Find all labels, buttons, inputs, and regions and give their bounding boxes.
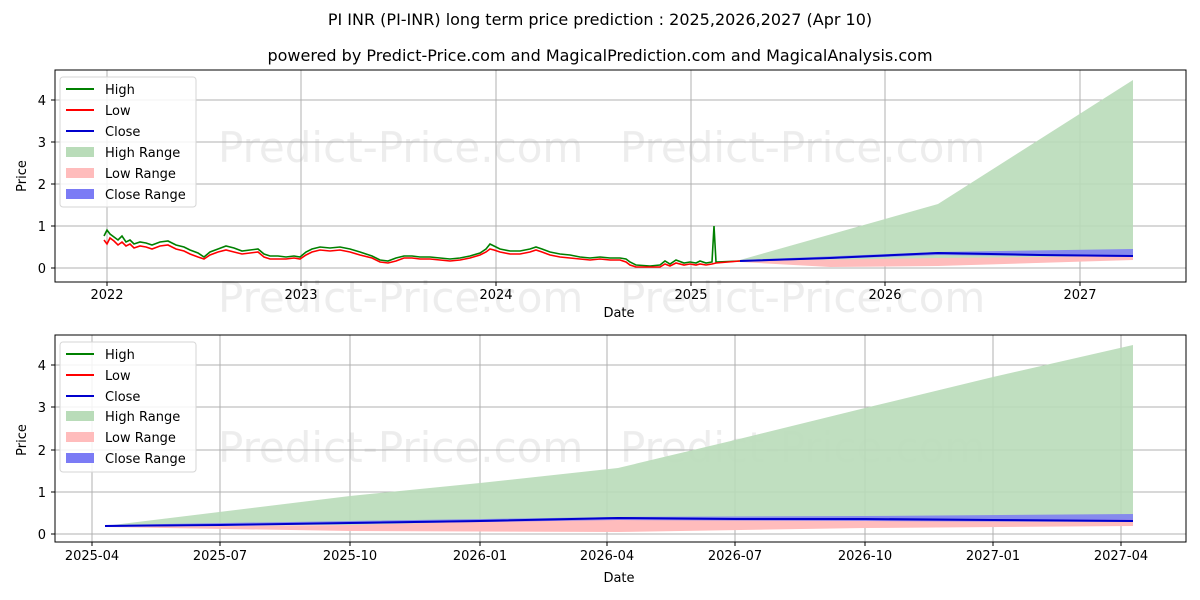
- y-ticks: [51, 364, 55, 535]
- y-tick-label: 0: [38, 528, 46, 543]
- y-tick-label: 4: [38, 359, 46, 374]
- high-line: [103, 225, 741, 267]
- legend-label: Close: [105, 125, 140, 140]
- x-tick-label: 2026-04: [580, 549, 634, 564]
- legend-label: Close: [105, 390, 140, 405]
- legend-label: High Range: [105, 146, 180, 161]
- close-range-area: [740, 249, 1133, 262]
- y-axis-label: Price: [15, 424, 30, 456]
- y-tick-label: 3: [38, 136, 46, 151]
- x-tick-label: 2025-04: [65, 549, 119, 564]
- legend-high-range-swatch: [66, 147, 94, 157]
- low-line: [103, 236, 741, 268]
- legend-label: Low Range: [105, 431, 176, 446]
- high-range-area: [740, 80, 1133, 261]
- low-range-area: [105, 518, 1133, 532]
- legend-label: Close Range: [105, 188, 186, 203]
- x-tick-label: 2025-07: [193, 549, 247, 564]
- top-chart: Predict-Price.com Predict-Price.com Pred…: [15, 69, 1187, 322]
- legend-close-range-swatch: [66, 189, 94, 199]
- y-tick-label: 4: [38, 94, 46, 109]
- y-ticks: [51, 99, 55, 269]
- close-line: [104, 516, 1134, 527]
- y-tick-label: 0: [38, 262, 46, 277]
- grid: [55, 70, 1186, 282]
- watermark: Predict-Price.com: [218, 123, 583, 172]
- legend-low-range-swatch: [66, 432, 94, 442]
- y-tick-label: 2: [38, 444, 46, 459]
- x-ticks: [106, 282, 1081, 286]
- x-tick-label: 2026: [868, 288, 901, 303]
- x-axis-label: Date: [603, 306, 634, 321]
- y-tick-label: 1: [38, 220, 46, 235]
- y-tick-label: 3: [38, 401, 46, 416]
- x-tick-label: 2023: [284, 288, 317, 303]
- x-tick-label: 2027-04: [1094, 549, 1148, 564]
- x-axis-label: Date: [603, 571, 634, 586]
- watermark: Predict-Price.com: [218, 423, 583, 472]
- legend-label: High Range: [105, 410, 180, 425]
- watermark: Predict-Price.com: [620, 123, 985, 172]
- y-tick-label: 2: [38, 178, 46, 193]
- legend-label: Close Range: [105, 452, 186, 467]
- x-tick-label: 2025-10: [323, 549, 377, 564]
- legend: High Low Close High Range Low Range Clos…: [59, 76, 197, 208]
- x-tick-label: 2027: [1063, 288, 1096, 303]
- chart-subtitle: powered by Predict-Price.com and Magical…: [267, 46, 933, 65]
- x-ticks: [91, 542, 1122, 546]
- x-tick-label: 2022: [90, 288, 123, 303]
- low-range-area: [740, 256, 1133, 267]
- legend-low-range-swatch: [66, 168, 94, 178]
- chart-title: PI INR (PI-INR) long term price predicti…: [327, 10, 873, 29]
- legend: High Low Close High Range Low Range Clos…: [59, 341, 197, 473]
- x-tick-label: 2026-01: [453, 549, 507, 564]
- legend-label: High: [105, 348, 135, 363]
- legend-label: High: [105, 83, 135, 98]
- plot-frame: [54, 334, 1187, 543]
- legend-high-range-swatch: [66, 411, 94, 421]
- x-tick-label: 2025: [674, 288, 707, 303]
- y-tick-label: 1: [38, 486, 46, 501]
- x-tick-label: 2027-01: [966, 549, 1020, 564]
- watermark: Predict-Price.com: [218, 273, 583, 322]
- legend-label: Low: [105, 369, 131, 384]
- x-tick-label: 2024: [479, 288, 512, 303]
- close-line: [739, 251, 1134, 262]
- plot-frame: [54, 69, 1187, 283]
- watermark: Predict-Price.com: [620, 273, 985, 322]
- legend-label: Low Range: [105, 167, 176, 182]
- bottom-chart: Predict-Price.com Predict-Price.com: [15, 334, 1187, 586]
- x-tick-label: 2026-10: [838, 549, 892, 564]
- high-range-area: [105, 345, 1133, 526]
- legend-label: Low: [105, 104, 131, 119]
- x-tick-label: 2026-07: [708, 549, 762, 564]
- legend-close-range-swatch: [66, 453, 94, 463]
- y-axis-label: Price: [15, 160, 30, 192]
